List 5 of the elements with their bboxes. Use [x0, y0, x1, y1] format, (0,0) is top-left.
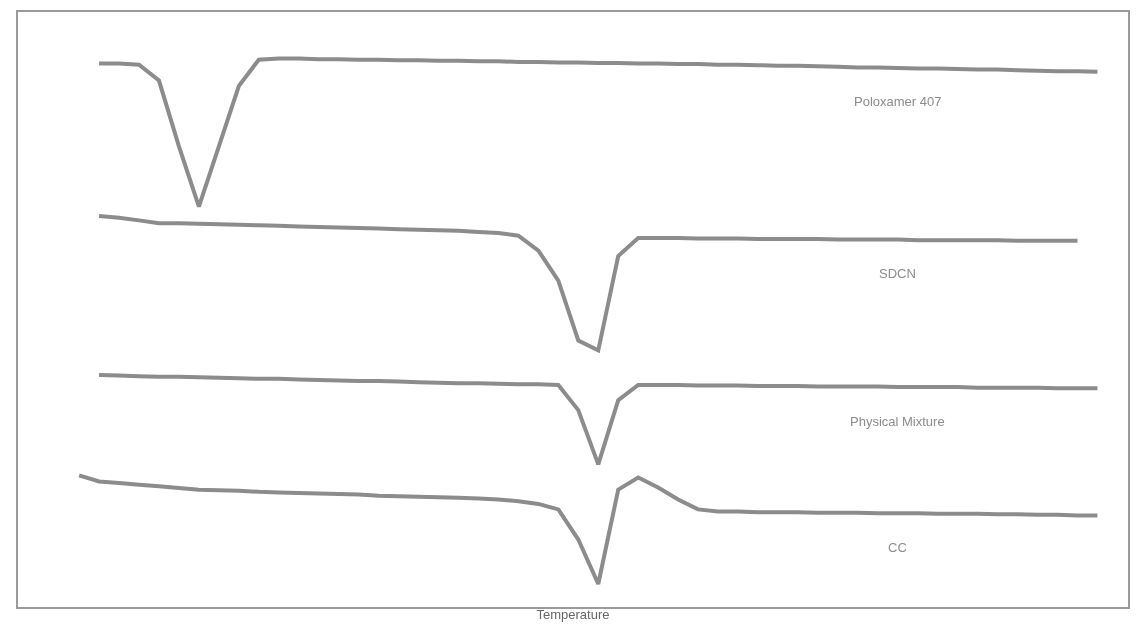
text: CC: [888, 540, 907, 555]
series-label: Poloxamer 407: [854, 94, 942, 109]
text: Physical Mixture: [850, 414, 945, 429]
series-label: SDCN: [879, 266, 916, 281]
x-axis-title: Temperature: [536, 607, 610, 623]
